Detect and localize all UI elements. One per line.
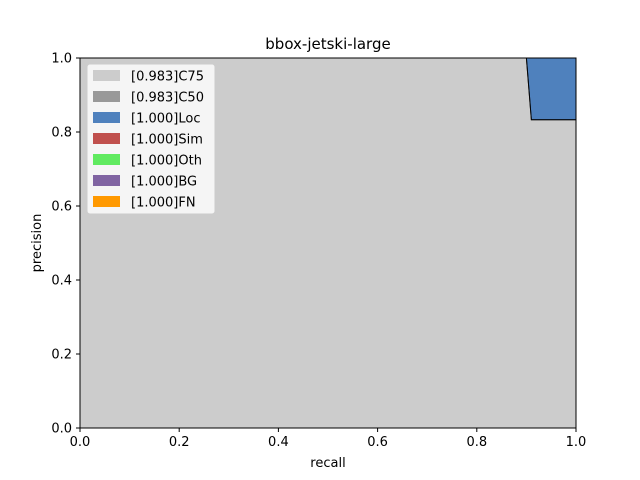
y-axis-label: precision [30,214,45,273]
legend-swatch [93,91,120,102]
y-tick-label: 0.8 [51,126,72,141]
legend-label: [1.000]Oth [131,154,202,169]
legend-label: [0.983]C75 [131,70,204,85]
legend-swatch [93,70,120,81]
legend-label: [1.000]Sim [131,133,203,148]
legend-swatch [93,154,120,165]
legend-swatch [93,175,120,186]
y-tick-label: 0.0 [51,422,72,437]
x-tick-label: 1.0 [566,435,587,450]
y-tick-label: 1.0 [51,52,72,67]
legend: [0.983]C75 [0.983]C50 [1.000]Loc [1.000]Sim… [86,63,216,215]
plot-frame [79,57,577,429]
legend-swatch [93,112,120,123]
legend-label: [0.983]C50 [131,91,204,106]
y-tick-label: 0.6 [51,200,72,215]
x-axis-label: recall [310,456,345,471]
y-tick-label: 0.4 [51,274,72,289]
x-tick-label: 0.8 [466,435,487,450]
legend-swatch [93,133,120,144]
chart-title: bbox-jetski-large [265,35,390,53]
y-tick-label: 0.2 [51,348,72,363]
legend-label: [1.000]BG [131,175,197,190]
x-tick-label: 0.4 [268,435,289,450]
legend-label: [1.000]FN [131,196,196,211]
x-tick-label: 0.6 [367,435,388,450]
x-tick-label: 0.0 [70,435,91,450]
x-tick-label: 0.2 [169,435,190,450]
x-axis: 0.0 0.2 0.4 0.6 0.8 1.0 [70,428,587,450]
legend-label: [1.000]Loc [131,112,200,127]
y-axis: 0.0 0.2 0.4 0.6 0.8 1.0 [51,52,80,437]
legend-swatch [93,196,120,207]
